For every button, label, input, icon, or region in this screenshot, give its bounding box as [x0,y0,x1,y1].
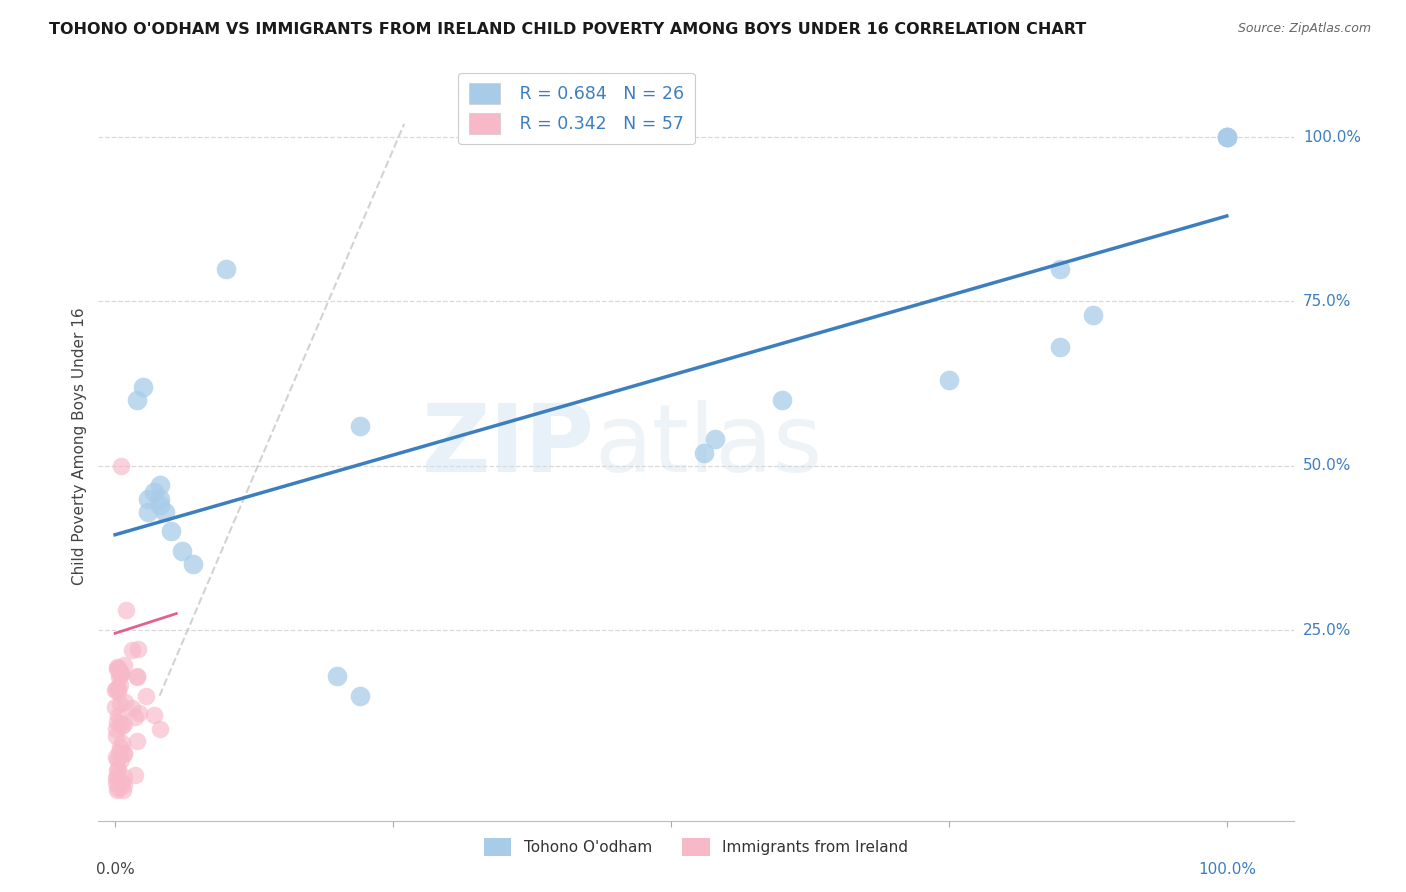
Point [112,770,135,784]
Text: 0.0%: 0.0% [96,862,135,877]
Point [1049,261,1071,276]
Text: atlas: atlas [595,400,823,492]
Point [124,767,146,781]
Point [938,373,960,387]
Point [127,392,149,407]
Point [110,667,132,681]
Point [143,485,166,500]
Text: 25.0%: 25.0% [1303,623,1351,638]
Point [110,458,132,473]
Point [1083,308,1105,322]
Point [105,662,128,676]
Point [1216,130,1239,145]
Point [107,762,129,776]
Point [110,774,132,789]
Point [770,392,793,407]
Legend: Tohono O'odham, Immigrants from Ireland: Tohono O'odham, Immigrants from Ireland [478,832,914,862]
Point [135,689,157,703]
Point [128,706,150,721]
Point [108,670,131,684]
Point [121,701,143,715]
Point [148,498,170,512]
Text: 75.0%: 75.0% [1303,293,1351,309]
Point [326,669,349,683]
Point [138,491,160,506]
Point [105,752,128,766]
Point [125,670,148,684]
Point [1049,340,1071,354]
Point [349,689,371,703]
Point [105,769,128,783]
Point [111,782,134,797]
Point [1216,130,1239,145]
Point [104,682,127,697]
Text: 100.0%: 100.0% [1198,862,1256,877]
Point [132,380,155,394]
Point [104,681,127,696]
Point [110,698,132,712]
Point [121,642,143,657]
Point [115,603,138,617]
Point [108,678,131,692]
Point [112,717,135,731]
Text: ZIP: ZIP [422,400,595,492]
Point [138,505,160,519]
Point [1216,130,1239,145]
Point [105,783,128,797]
Point [107,681,129,695]
Point [125,734,148,748]
Point [105,772,128,786]
Point [704,433,727,447]
Point [105,660,128,674]
Point [112,778,135,792]
Point [143,708,166,723]
Point [170,544,193,558]
Point [110,668,132,682]
Point [108,745,131,759]
Point [112,657,135,672]
Point [148,722,170,736]
Point [114,695,136,709]
Point [112,747,135,762]
Point [112,747,135,761]
Point [124,710,146,724]
Point [159,524,181,539]
Point [107,781,129,796]
Y-axis label: Child Poverty Among Boys Under 16: Child Poverty Among Boys Under 16 [72,307,87,585]
Point [104,723,127,737]
Point [181,558,204,572]
Point [110,666,132,681]
Point [110,716,132,731]
Point [693,445,716,459]
Point [148,491,170,506]
Text: 100.0%: 100.0% [1303,129,1361,145]
Text: Source: ZipAtlas.com: Source: ZipAtlas.com [1237,22,1371,36]
Point [105,763,128,777]
Text: TOHONO O'ODHAM VS IMMIGRANTS FROM IRELAND CHILD POVERTY AMONG BOYS UNDER 16 CORR: TOHONO O'ODHAM VS IMMIGRANTS FROM IRELAN… [49,22,1087,37]
Point [349,419,371,434]
Point [127,641,149,656]
Point [105,730,128,744]
Point [107,661,129,675]
Point [110,740,132,755]
Point [215,261,238,276]
Point [104,750,127,764]
Point [105,715,128,730]
Point [153,505,176,519]
Point [111,719,134,733]
Point [110,753,132,767]
Point [107,685,129,699]
Point [107,708,129,723]
Point [104,700,127,714]
Point [127,669,149,683]
Point [108,664,131,678]
Point [148,478,170,492]
Point [105,775,128,789]
Text: 50.0%: 50.0% [1303,458,1351,474]
Point [111,736,134,750]
